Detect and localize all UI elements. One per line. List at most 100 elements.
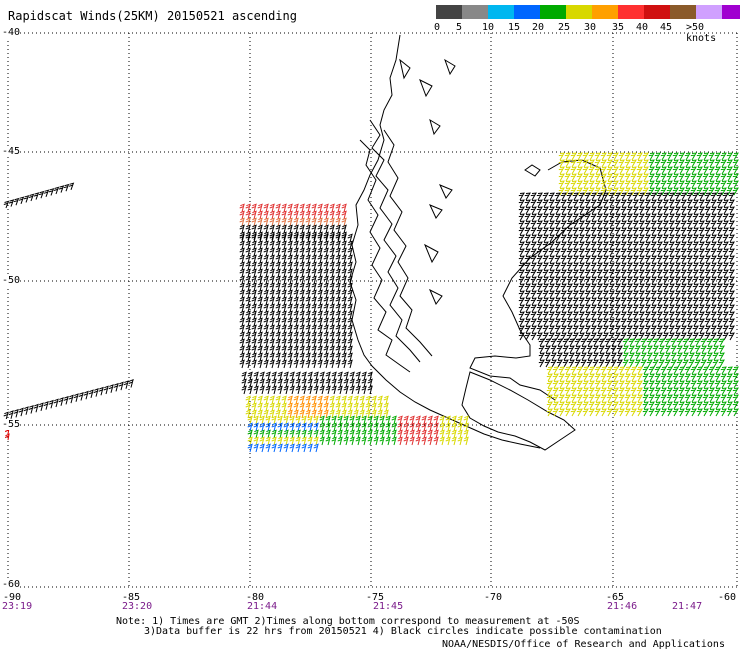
wind-barb xyxy=(590,220,597,229)
wind-barb xyxy=(704,269,711,278)
wind-barb xyxy=(271,443,277,453)
wind-barb xyxy=(245,338,251,348)
wind-barb xyxy=(720,180,727,189)
wind-barb xyxy=(245,268,251,278)
wind-barb xyxy=(570,394,577,403)
wind-barb xyxy=(335,275,341,285)
wind-barb xyxy=(263,268,269,278)
wind-barb xyxy=(265,378,271,388)
wind-barb xyxy=(614,332,621,341)
wind-barb xyxy=(253,371,259,381)
wind-barb xyxy=(299,409,305,419)
wind-barb xyxy=(329,254,335,264)
wind-barb xyxy=(722,255,729,264)
wind-barb xyxy=(13,408,19,418)
wind-barb xyxy=(588,401,595,410)
wind-barb xyxy=(325,378,331,388)
wind-barb xyxy=(728,220,735,229)
wind-barb xyxy=(704,283,711,292)
wind-barb xyxy=(88,389,94,399)
wind-barb xyxy=(239,203,245,213)
wind-barb xyxy=(68,182,75,190)
wind-barb xyxy=(329,310,335,320)
wind-barb xyxy=(626,269,633,278)
wind-barb xyxy=(624,401,631,410)
wind-barb xyxy=(301,371,307,381)
wind-barb xyxy=(283,429,289,439)
wind-barb xyxy=(684,187,691,196)
wind-barb xyxy=(642,387,649,396)
wind-barb xyxy=(281,395,287,405)
wind-barb xyxy=(584,276,591,285)
wind-barb xyxy=(728,269,735,278)
wind-barb xyxy=(716,290,723,299)
wind-barb xyxy=(560,276,567,285)
wind-barb xyxy=(530,290,537,299)
wind-barb xyxy=(698,276,705,285)
wind-barb xyxy=(588,366,595,375)
wind-barb xyxy=(23,406,29,415)
wind-barb xyxy=(644,192,651,201)
wind-barb xyxy=(281,310,287,320)
wind-barb xyxy=(275,345,281,355)
wind-barb xyxy=(684,159,691,168)
wind-barb xyxy=(544,345,551,354)
wind-barb xyxy=(644,311,651,320)
colorbar-swatch xyxy=(566,5,592,19)
wind-barb xyxy=(602,325,609,334)
wind-barb xyxy=(293,395,299,405)
wind-barb xyxy=(518,227,525,236)
wind-barb xyxy=(552,408,559,417)
wind-barb xyxy=(329,268,335,278)
wind-barb xyxy=(726,180,733,189)
wind-barb xyxy=(317,338,323,348)
wind-barb xyxy=(572,262,579,271)
wind-barb xyxy=(674,276,681,285)
wind-barb xyxy=(578,332,585,341)
wind-barb xyxy=(548,248,555,257)
wind-barb xyxy=(566,220,573,229)
wind-barb xyxy=(632,304,639,313)
wind-barb xyxy=(684,180,691,189)
wind-barb xyxy=(554,325,561,334)
wind-barb xyxy=(349,422,355,432)
wind-barb xyxy=(578,199,585,208)
wind-barb xyxy=(275,395,281,405)
wind-barb xyxy=(702,180,709,189)
wind-barb xyxy=(686,241,693,250)
wind-barb xyxy=(720,166,727,175)
wind-barb xyxy=(295,436,301,446)
wind-barb xyxy=(614,255,621,264)
wind-barb xyxy=(281,324,287,334)
wind-barb xyxy=(704,241,711,250)
wind-barb xyxy=(335,395,341,405)
colorbar-label: 20 xyxy=(532,22,545,33)
wind-barb xyxy=(642,152,649,161)
wind-barb xyxy=(644,255,651,264)
wind-barb xyxy=(239,296,245,306)
wind-barb xyxy=(347,261,353,271)
wind-barb xyxy=(253,443,259,453)
wind-barb xyxy=(377,409,383,419)
wind-barb xyxy=(594,401,601,410)
wind-barb xyxy=(281,331,287,341)
wind-barb xyxy=(347,289,353,299)
wind-barb xyxy=(704,227,711,236)
wind-barb xyxy=(361,371,367,381)
wind-barb xyxy=(590,213,597,222)
wind-barb xyxy=(329,282,335,292)
wind-barb xyxy=(566,227,573,236)
wind-barb xyxy=(335,338,341,348)
wind-barb xyxy=(686,297,693,306)
wind-barb xyxy=(600,408,607,417)
wind-barb xyxy=(323,324,329,334)
wind-barb xyxy=(524,276,531,285)
wind-barb xyxy=(269,345,275,355)
wind-barb xyxy=(251,261,257,271)
wind-barb xyxy=(397,422,403,432)
wind-barb xyxy=(239,289,245,299)
wind-barb xyxy=(560,192,567,201)
wind-barb xyxy=(361,422,367,432)
wind-barb xyxy=(293,261,299,271)
wind-barb xyxy=(692,248,699,257)
